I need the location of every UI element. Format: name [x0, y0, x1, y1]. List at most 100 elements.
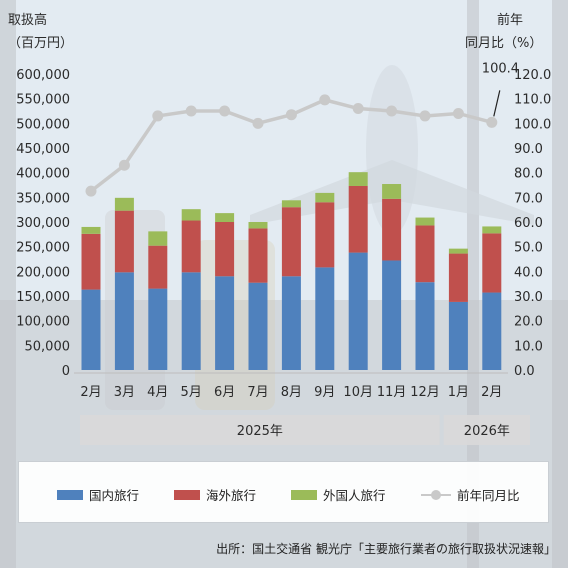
year-band	[80, 415, 440, 445]
bar-domestic	[81, 289, 101, 370]
bar-overseas	[81, 233, 101, 290]
x-tick-label: 2月	[80, 385, 101, 400]
bar-inbound	[114, 197, 134, 211]
left-tick-label: 150,000	[16, 290, 70, 305]
x-tick-label: 8月	[281, 385, 302, 400]
yoy-annotation-label: 100.4	[482, 61, 519, 76]
yoy-point	[352, 103, 364, 115]
right-tick-label: 30.0	[514, 290, 543, 305]
legend-item-overseas: 海外旅行	[174, 485, 256, 504]
yoy-point	[419, 110, 431, 122]
left-tick-label: 500,000	[16, 117, 70, 132]
bar-inbound	[415, 217, 435, 226]
right-tick-label: 110.0	[514, 93, 551, 108]
bar-domestic	[248, 282, 268, 370]
left-tick-label: 400,000	[16, 167, 70, 182]
yoy-point	[185, 105, 197, 117]
bar-overseas	[482, 233, 502, 293]
x-tick-label: 5月	[181, 385, 202, 400]
right-tick-label: 60.0	[514, 216, 543, 231]
x-tick-label: 1月	[448, 385, 469, 400]
bar-inbound	[215, 213, 235, 222]
year-label: 2025年	[237, 424, 283, 439]
x-tick-label: 3月	[114, 385, 135, 400]
right-tick-label: 10.0	[514, 339, 543, 354]
legend-item-domestic: 国内旅行	[57, 485, 139, 504]
yoy-point	[285, 109, 297, 121]
legend-label-overseas: 海外旅行	[206, 488, 257, 503]
right-tick-label: 80.0	[514, 167, 543, 182]
bar-overseas	[148, 245, 168, 289]
bar-inbound	[281, 200, 301, 208]
x-tick-label: 10月	[343, 385, 373, 400]
bar-inbound	[148, 231, 168, 246]
legend-label-inbound: 外国人旅行	[323, 488, 386, 503]
legend-label-domestic: 国内旅行	[89, 488, 140, 503]
left-tick-label: 0	[62, 364, 70, 379]
legend-label-yoy: 前年同月比	[457, 488, 520, 503]
bar-domestic	[181, 272, 201, 370]
legend-item-yoy: 前年同月比	[421, 485, 520, 504]
yoy-point	[486, 116, 498, 128]
right-tick-label: 100.0	[514, 117, 551, 132]
bar-inbound	[448, 248, 468, 254]
bar-overseas	[348, 185, 368, 253]
right-tick-label: 50.0	[514, 241, 543, 256]
left-tick-label: 300,000	[16, 216, 70, 231]
bar-domestic	[215, 276, 235, 370]
x-tick-label: 12月	[410, 385, 440, 400]
bar-domestic	[281, 276, 301, 370]
left-tick-label: 600,000	[16, 68, 70, 83]
bar-domestic	[315, 267, 335, 370]
bar-domestic	[114, 272, 134, 370]
right-tick-label: 40.0	[514, 265, 543, 280]
right-axis-title-line1: 前年	[497, 12, 523, 28]
x-tick-label: 4月	[147, 385, 168, 400]
left-tick-label: 250,000	[16, 241, 70, 256]
right-tick-label: 120.0	[514, 68, 551, 83]
bar-domestic	[348, 252, 368, 370]
yoy-point	[219, 105, 231, 117]
bar-inbound	[348, 172, 368, 186]
x-tick-label: 7月	[247, 385, 268, 400]
bar-overseas	[181, 220, 201, 273]
left-tick-label: 350,000	[16, 191, 70, 206]
bar-overseas	[382, 198, 402, 261]
yoy-point	[118, 159, 130, 171]
x-axis-layer: 2月 3月 4月 5月 6月 7月 8月 9月 10月 11月 12月 1月 2月 2025年 2026年	[74, 372, 530, 445]
right-tick-label: 90.0	[514, 142, 543, 157]
x-tick-label: 2月	[481, 385, 502, 400]
left-tick-label: 50,000	[25, 339, 71, 354]
yoy-point	[152, 110, 164, 122]
legend-item-inbound: 外国人旅行	[291, 485, 386, 504]
bar-domestic	[448, 301, 468, 370]
yoy-annotation-leader	[493, 90, 501, 117]
bar-domestic	[482, 292, 502, 370]
left-tick-label: 100,000	[16, 315, 70, 330]
right-tick-label: 20.0	[514, 315, 543, 330]
bar-inbound	[248, 222, 268, 229]
yoy-point	[252, 117, 264, 129]
x-tick-label: 11月	[377, 385, 407, 400]
right-axis-title-line2: 同月比（%）	[465, 36, 542, 51]
x-tick-label: 9月	[314, 385, 335, 400]
axis-ticks-layer: 0 50,000 100,000 150,000 200,000 250,000 300,0…	[16, 68, 551, 379]
bar-overseas	[281, 207, 301, 277]
legend: 国内旅行 海外旅行 外国人旅行 前年同月比	[18, 461, 549, 523]
yoy-point	[386, 105, 398, 117]
year-band	[443, 415, 530, 445]
bar-domestic	[382, 260, 402, 370]
legend-swatch-yoy	[421, 489, 451, 500]
left-tick-label: 550,000	[16, 93, 70, 108]
bar-overseas	[215, 222, 235, 277]
bar-overseas	[448, 253, 468, 302]
legend-swatch-inbound	[291, 489, 317, 500]
legend-swatch-domestic	[57, 489, 83, 500]
bar-domestic	[148, 288, 168, 370]
bar-overseas	[415, 225, 435, 283]
bar-overseas	[315, 202, 335, 268]
year-label: 2026年	[464, 424, 510, 439]
right-tick-label: 0.0	[514, 364, 535, 379]
bar-inbound	[181, 209, 201, 221]
